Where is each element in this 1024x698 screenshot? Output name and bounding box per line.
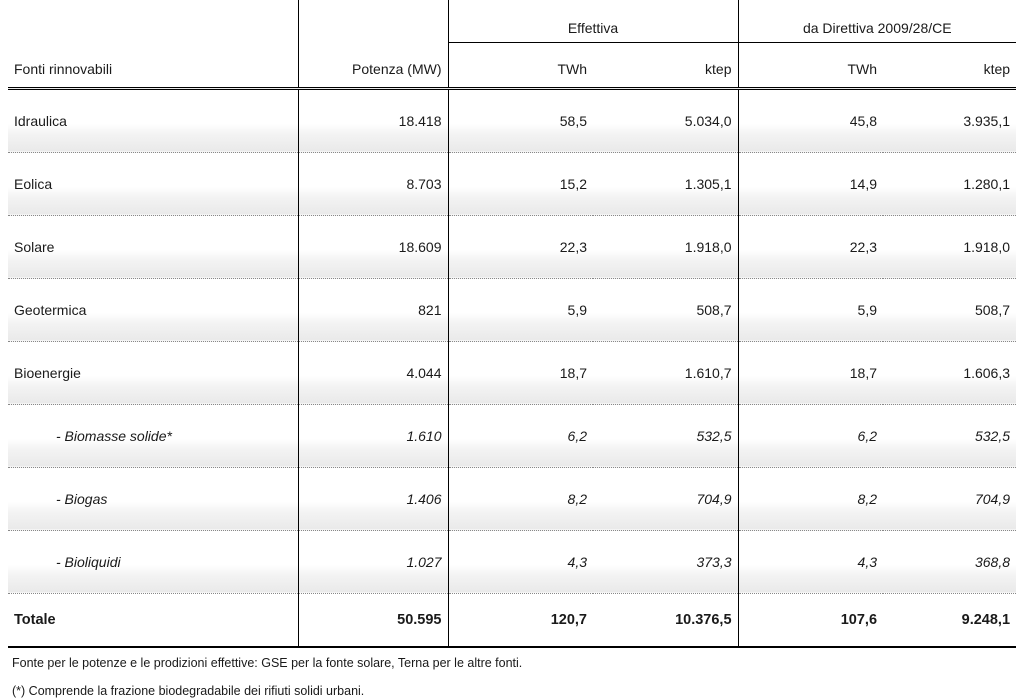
cell-eff_twh: 15,2: [448, 152, 593, 215]
cell-dir_ktep: 1.280,1: [883, 152, 1016, 215]
total-dir_ktep: 9.248,1: [883, 593, 1016, 647]
row-label: Solare: [8, 215, 298, 278]
table-row: Bioenergie4.04418,71.610,718,71.606,3: [8, 341, 1016, 404]
cell-eff_ktep: 1.610,7: [593, 341, 738, 404]
cell-dir_ktep: 532,5: [883, 404, 1016, 467]
renewables-table: Effettiva da Direttiva 2009/28/CE Fonti …: [8, 0, 1016, 648]
cell-potenza: 8.703: [298, 152, 448, 215]
cell-eff_ktep: 704,9: [593, 467, 738, 530]
cell-potenza: 18.418: [298, 88, 448, 152]
cell-potenza: 18.609: [298, 215, 448, 278]
cell-eff_twh: 18,7: [448, 341, 593, 404]
cell-dir_twh: 5,9: [738, 278, 883, 341]
footnote-asterisk: (*) Comprende la frazione biodegradabile…: [12, 684, 1016, 698]
table-row: Idraulica18.41858,55.034,045,83.935,1: [8, 88, 1016, 152]
row-label: - Bioliquidi: [8, 530, 298, 593]
total-dir_twh: 107,6: [738, 593, 883, 647]
row-label: - Biomasse solide*: [8, 404, 298, 467]
cell-eff_ktep: 5.034,0: [593, 88, 738, 152]
col-fonti: Fonti rinnovabili: [8, 42, 298, 88]
cell-eff_twh: 58,5: [448, 88, 593, 152]
table-total-row: Totale50.595120,710.376,5107,69.248,1: [8, 593, 1016, 647]
col-potenza: Potenza (MW): [298, 42, 448, 88]
table-row: - Bioliquidi1.0274,3373,34,3368,8: [8, 530, 1016, 593]
cell-dir_twh: 6,2: [738, 404, 883, 467]
cell-dir_twh: 14,9: [738, 152, 883, 215]
cell-potenza: 1.610: [298, 404, 448, 467]
cell-dir_ktep: 508,7: [883, 278, 1016, 341]
cell-potenza: 821: [298, 278, 448, 341]
cell-dir_ktep: 368,8: [883, 530, 1016, 593]
total-potenza: 50.595: [298, 593, 448, 647]
cell-dir_twh: 45,8: [738, 88, 883, 152]
cell-eff_ktep: 532,5: [593, 404, 738, 467]
cell-eff_twh: 4,3: [448, 530, 593, 593]
col-group-effettiva: Effettiva: [448, 0, 738, 42]
col-eff-twh: TWh: [448, 42, 593, 88]
cell-potenza: 1.027: [298, 530, 448, 593]
cell-eff_ktep: 1.918,0: [593, 215, 738, 278]
cell-eff_twh: 8,2: [448, 467, 593, 530]
row-label: Eolica: [8, 152, 298, 215]
col-group-direttiva: da Direttiva 2009/28/CE: [738, 0, 1016, 42]
footnote-source: Fonte per le potenze e le prodizioni eff…: [12, 656, 1016, 670]
cell-dir_ktep: 3.935,1: [883, 88, 1016, 152]
cell-eff_ktep: 1.305,1: [593, 152, 738, 215]
table-row: - Biomasse solide*1.6106,2532,56,2532,5: [8, 404, 1016, 467]
cell-dir_ktep: 704,9: [883, 467, 1016, 530]
cell-dir_ktep: 1.918,0: [883, 215, 1016, 278]
cell-dir_ktep: 1.606,3: [883, 341, 1016, 404]
cell-eff_twh: 22,3: [448, 215, 593, 278]
cell-potenza: 4.044: [298, 341, 448, 404]
cell-eff_twh: 6,2: [448, 404, 593, 467]
cell-eff_ktep: 508,7: [593, 278, 738, 341]
row-label: Bioenergie: [8, 341, 298, 404]
cell-dir_twh: 18,7: [738, 341, 883, 404]
cell-dir_twh: 8,2: [738, 467, 883, 530]
col-dir-ktep: ktep: [883, 42, 1016, 88]
total-eff_ktep: 10.376,5: [593, 593, 738, 647]
cell-dir_twh: 22,3: [738, 215, 883, 278]
cell-dir_twh: 4,3: [738, 530, 883, 593]
table-row: Geotermica8215,9508,75,9508,7: [8, 278, 1016, 341]
cell-eff_ktep: 373,3: [593, 530, 738, 593]
total-label: Totale: [8, 593, 298, 647]
row-label: Geotermica: [8, 278, 298, 341]
total-eff_twh: 120,7: [448, 593, 593, 647]
table-row: Solare18.60922,31.918,022,31.918,0: [8, 215, 1016, 278]
table-row: - Biogas1.4068,2704,98,2704,9: [8, 467, 1016, 530]
table-row: Eolica8.70315,21.305,114,91.280,1: [8, 152, 1016, 215]
cell-eff_twh: 5,9: [448, 278, 593, 341]
col-eff-ktep: ktep: [593, 42, 738, 88]
cell-potenza: 1.406: [298, 467, 448, 530]
col-dir-twh: TWh: [738, 42, 883, 88]
row-label: Idraulica: [8, 88, 298, 152]
row-label: - Biogas: [8, 467, 298, 530]
